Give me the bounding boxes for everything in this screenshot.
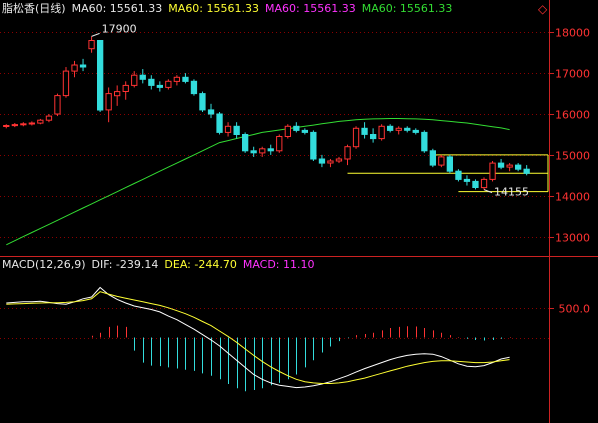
candle-body [489, 162, 496, 180]
candle-body [131, 74, 138, 86]
candle-body [259, 148, 266, 154]
dea-line [6, 291, 510, 384]
candle-body [480, 178, 488, 189]
candle-body [190, 80, 198, 95]
candle-body [267, 148, 274, 152]
candle-body [182, 76, 189, 82]
candle-body [361, 127, 368, 135]
price-tick-label: 13000 [555, 232, 590, 245]
candle-body [71, 64, 78, 72]
candle-body [421, 131, 428, 152]
candle-body [156, 84, 163, 88]
candle-body [335, 158, 343, 162]
candle-body [293, 125, 300, 131]
candle-body [216, 113, 223, 133]
ma60-label-green: MA60: 15561.33 [361, 2, 453, 15]
candle-body [310, 131, 317, 160]
candle-body [79, 64, 87, 68]
candle-body [173, 76, 180, 82]
candle-body [54, 95, 61, 115]
ma60-line [6, 118, 510, 246]
candle-body [114, 91, 121, 97]
candle-body [370, 134, 377, 140]
candle-body [318, 158, 326, 164]
candle-body [284, 125, 292, 138]
candle-body [242, 134, 249, 152]
macd-value-label: MACD: 11.10 [242, 258, 315, 271]
candle-body [301, 129, 309, 133]
candle-body [404, 127, 411, 131]
macd-params-label: MACD(12,26,9) [2, 258, 86, 271]
candle-body [387, 125, 394, 131]
price-tick-label: 17000 [555, 68, 590, 81]
price-tick-label: 16000 [555, 109, 590, 122]
candle-body [88, 40, 95, 50]
candle-body [352, 127, 360, 148]
macd-tick-label: 500.0 [559, 303, 591, 316]
candle-body [446, 156, 454, 172]
candle-body [97, 40, 104, 111]
symbol-title: 脂松香(日线) [2, 2, 66, 15]
price-legend: 脂松香(日线) MA60: 15561.33 MA60: 15561.33 MA… [2, 2, 452, 16]
candle-body [224, 125, 232, 133]
ma60-label-white: MA60: 15561.33 [71, 2, 163, 15]
candle-body [515, 164, 522, 170]
candle-body [327, 160, 334, 164]
price-tick-label: 18000 [555, 27, 590, 40]
candle-body [37, 119, 44, 124]
candle-body [28, 122, 36, 125]
candle-body [207, 109, 215, 115]
candle-body [276, 136, 283, 152]
price-tick-label: 14000 [555, 191, 590, 204]
price-tick-label: 15000 [555, 150, 590, 163]
low-pointer [483, 189, 493, 194]
candle-body [463, 178, 471, 182]
candle-body [455, 170, 462, 180]
diamond-icon[interactable]: ◇ [538, 2, 548, 16]
candle-body [472, 180, 479, 188]
candle-body [62, 70, 70, 97]
low-price-label: 14155 [494, 186, 529, 199]
macd-legend: MACD(12,26,9) DIF: -239.14 DEA: -244.70 … [2, 258, 315, 272]
candle-body [139, 74, 146, 80]
candle-body [233, 125, 240, 136]
candle-body [344, 146, 351, 160]
candle-body [412, 129, 419, 133]
candle-body [506, 164, 513, 168]
dea-label: DEA: -244.70 [164, 258, 237, 271]
ma60-label-yellow: MA60: 15561.33 [168, 2, 259, 15]
candle-body [20, 123, 27, 126]
candle-body [165, 80, 172, 88]
dif-label: DIF: -239.14 [91, 258, 159, 271]
candle-body [429, 150, 437, 166]
candle-body [3, 125, 10, 127]
candle-body [199, 93, 206, 111]
candle-body [250, 150, 257, 154]
candle-body [148, 78, 155, 86]
candle-body [395, 127, 402, 131]
candle-body [378, 125, 385, 140]
candle-body [105, 93, 112, 111]
high-pointer [91, 32, 100, 37]
dif-line [6, 286, 510, 389]
candle-body [11, 124, 18, 127]
candle-body [497, 162, 505, 168]
candle-body [122, 84, 129, 93]
candle-body [438, 156, 445, 166]
candle-body [523, 168, 530, 174]
ma60-label-magenta: MA60: 15561.33 [265, 2, 356, 15]
candle-body [45, 115, 53, 121]
high-price-label: 17900 [102, 22, 137, 35]
